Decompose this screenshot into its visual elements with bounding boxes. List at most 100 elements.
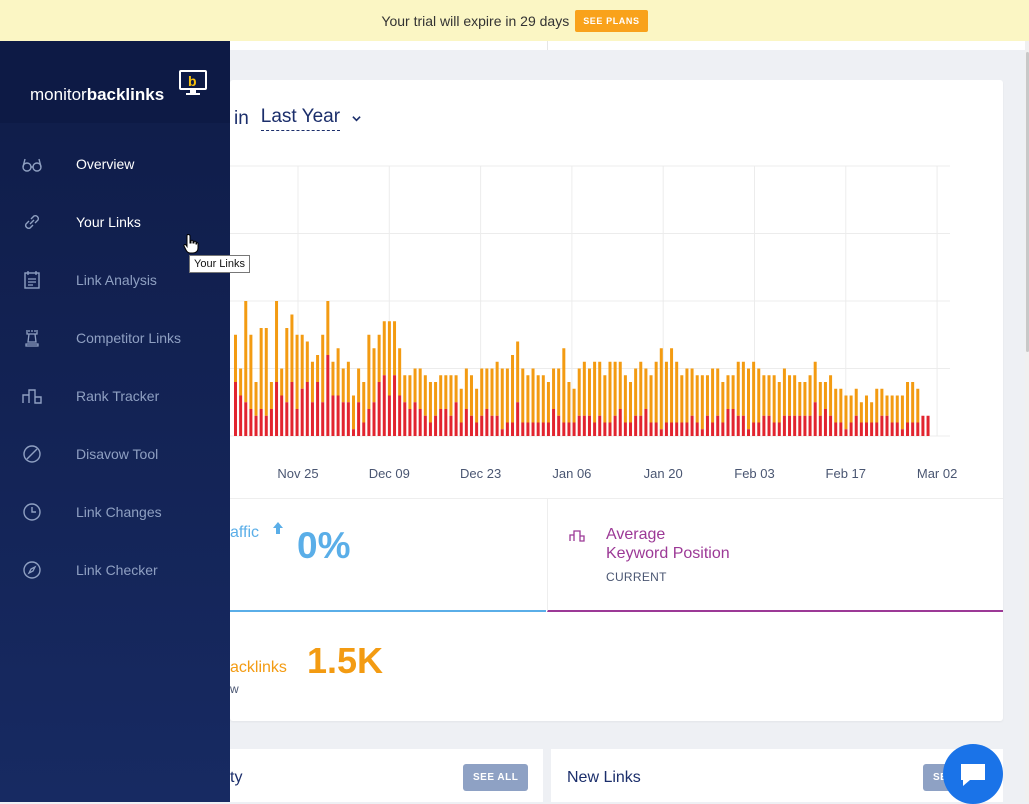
backlinks-value: 1.5K — [307, 640, 384, 681]
brand-logo-text[interactable]: monitorbacklinks — [30, 85, 164, 105]
bar-segment-red — [608, 422, 612, 436]
bar-segment-red — [526, 422, 530, 436]
sidebar-item-label: Disavow Tool — [76, 446, 159, 462]
bar-segment-red — [664, 422, 668, 436]
see-all-activity-button[interactable]: SEE ALL — [463, 764, 529, 791]
bar-segment-orange — [475, 388, 479, 423]
bar-segment-orange — [511, 355, 515, 423]
bar-segment-red — [505, 422, 509, 436]
x-tick-label: Jan 20 — [644, 466, 683, 481]
see-plans-button[interactable]: SEE PLANS — [575, 9, 648, 32]
bar-segment-orange — [808, 375, 812, 416]
bar-segment-orange — [536, 375, 540, 423]
period-dropdown[interactable]: Last Year — [260, 106, 341, 131]
bar-segment-orange — [695, 375, 699, 423]
bar-segment-red — [449, 415, 453, 436]
calendar-list-icon — [24, 271, 40, 289]
sidebar-item-rank-tracker[interactable]: Rank Tracker — [0, 367, 230, 425]
x-tick-label: Dec 09 — [369, 466, 410, 481]
sidebar-item-link-changes[interactable]: Link Changes — [0, 483, 230, 541]
bar-segment-red — [613, 415, 617, 436]
bar-segment-red — [659, 429, 663, 436]
chat-button[interactable] — [943, 744, 1003, 804]
sidebar-item-label: Link Analysis — [76, 272, 157, 288]
scrollbar-track[interactable] — [1025, 41, 1029, 802]
bar-segment-orange — [608, 361, 612, 423]
bar-segment-red — [618, 409, 622, 436]
bar-segment-orange — [403, 375, 407, 403]
sidebar-item-your-links[interactable]: Your Links — [0, 193, 230, 251]
bar-segment-red — [511, 422, 515, 436]
bar-segment-orange — [654, 361, 658, 423]
bar-segment-red — [752, 422, 756, 436]
period-selector: in Last Year — [234, 106, 361, 131]
bar-segment-red — [567, 422, 571, 436]
bar-segment-orange — [639, 361, 643, 416]
bar-segment-red — [475, 422, 479, 436]
chevron-down-icon[interactable] — [352, 114, 361, 123]
backlinks-sub: w — [230, 682, 239, 696]
bar-segment-red — [711, 422, 715, 436]
summary-card-top — [230, 41, 1025, 50]
sidebar-item-link-analysis[interactable]: Link Analysis — [0, 251, 230, 309]
bar-segment-red — [428, 422, 432, 436]
bar-segment-red — [423, 415, 427, 436]
bar-segment-red — [387, 395, 391, 436]
bar-segment-red — [767, 415, 771, 436]
bar-segment-red — [321, 402, 325, 436]
bar-segment-orange — [280, 368, 284, 396]
bar-segment-red — [870, 422, 874, 436]
bar-segment-orange — [716, 368, 720, 416]
bar-segment-red — [280, 395, 284, 436]
bar-segment-red — [906, 422, 910, 436]
bar-segment-orange — [239, 368, 243, 396]
bar-segment-orange — [752, 361, 756, 423]
bar-segment-orange — [428, 382, 432, 423]
bar-segment-orange — [413, 368, 417, 403]
bar-segment-orange — [680, 375, 684, 423]
bar-segment-orange — [613, 361, 617, 416]
bar-segment-red — [418, 409, 422, 436]
bar-segment-red — [644, 409, 648, 436]
scrollbar-thumb[interactable] — [1026, 52, 1029, 352]
bar-segment-red — [818, 415, 822, 436]
bar-segment-orange — [587, 368, 591, 416]
bar-segment-red — [808, 415, 812, 436]
bar-segment-orange — [864, 395, 868, 423]
stats-row: affic 0% Average Keyword Position CURREN… — [230, 498, 1003, 612]
bar-segment-orange — [854, 388, 858, 416]
bar-segment-orange — [505, 368, 509, 423]
bar-segment-orange — [254, 382, 258, 416]
sidebar-nav: Overview Your Links Link Analysis Compet… — [0, 135, 230, 599]
bar-segment-orange — [552, 368, 556, 409]
bar-segment-red — [300, 388, 304, 436]
bar-segment-orange — [690, 368, 694, 416]
bar-segment-orange — [711, 368, 715, 423]
bar-segment-red — [439, 409, 443, 436]
bar-segment-orange — [434, 382, 438, 416]
activity-card: ty SEE ALL — [230, 749, 543, 802]
bar-segment-orange — [664, 361, 668, 423]
bar-segment-red — [377, 382, 381, 436]
bar-segment-red — [577, 415, 581, 436]
bar-segment-orange — [275, 301, 279, 382]
bar-segment-orange — [900, 395, 904, 430]
bar-segment-red — [346, 402, 350, 436]
trial-message: Your trial will expire in 29 days — [381, 12, 570, 29]
monitor-logo-icon: b — [179, 70, 207, 95]
bar-segment-red — [521, 422, 525, 436]
bar-segment-red — [459, 422, 463, 436]
bar-segment-orange — [357, 368, 361, 403]
bar-segment-orange — [757, 368, 761, 423]
brand-header: monitorbacklinks b — [0, 41, 230, 123]
sidebar-item-competitor-links[interactable]: Competitor Links — [0, 309, 230, 367]
sidebar-item-link-checker[interactable]: Link Checker — [0, 541, 230, 599]
sidebar-item-overview[interactable]: Overview — [0, 135, 230, 193]
arrow-up-icon — [273, 522, 283, 534]
sidebar-item-disavow-tool[interactable]: Disavow Tool — [0, 425, 230, 483]
bar-segment-red — [716, 415, 720, 436]
bar-segment-orange — [408, 375, 412, 409]
compass-icon — [23, 561, 41, 579]
bar-segment-red — [757, 422, 761, 436]
bar-segment-red — [762, 415, 766, 436]
